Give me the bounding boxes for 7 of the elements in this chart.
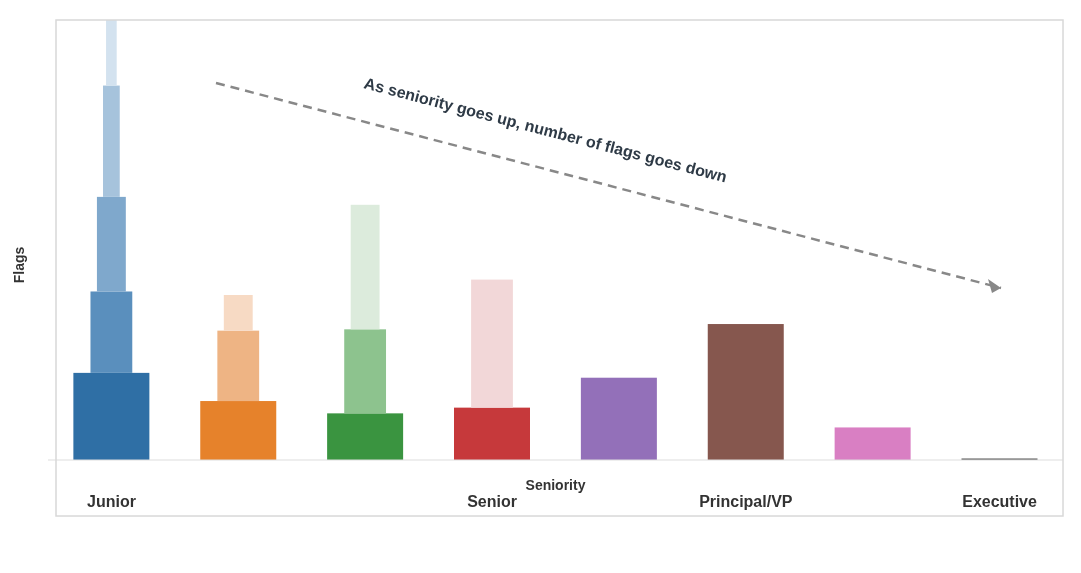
x-axis-title: Seniority xyxy=(525,476,586,493)
x-tick-label: Junior xyxy=(86,493,136,511)
annotation: As seniority goes up, number of flags goes down xyxy=(362,74,729,186)
x-tick-label: Executive xyxy=(962,493,1038,511)
x-tick-label: Senior xyxy=(467,493,517,511)
y-axis-title: Flags xyxy=(11,246,27,284)
x-tick-label: Principal/VP xyxy=(699,493,793,511)
